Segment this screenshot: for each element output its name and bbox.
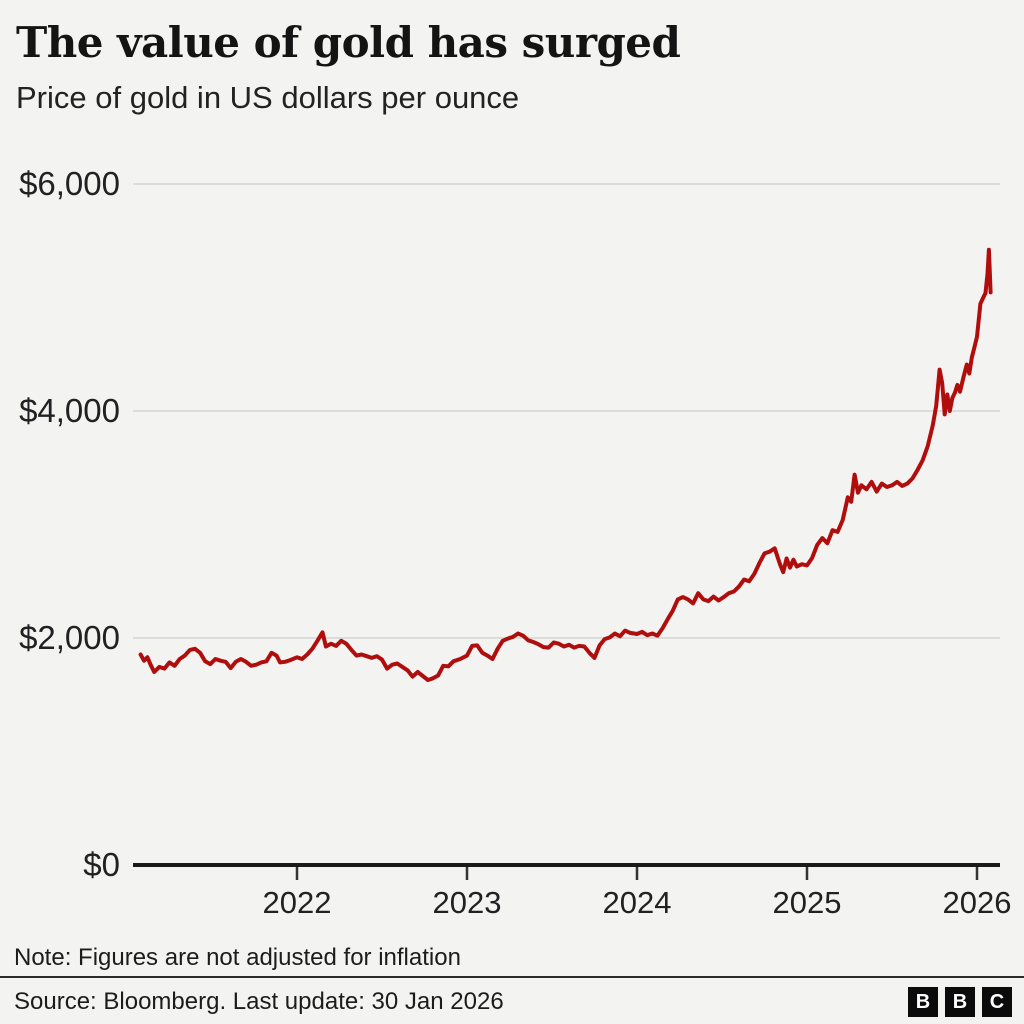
chart-title: The value of gold has surged	[16, 18, 681, 67]
y-tick-label-2000: $2,000	[19, 619, 120, 656]
bbc-logo-block-b2: B	[945, 987, 975, 1017]
x-tick-label-2025: 2025	[772, 885, 842, 920]
y-tick-label-6000: $6,000	[19, 165, 120, 202]
chart-subtitle: Price of gold in US dollars per ounce	[16, 80, 520, 115]
source-line: Source: Bloomberg. Last update: 30 Jan 2…	[14, 988, 504, 1015]
y-tick-label-0: $0	[83, 846, 120, 883]
x-tick-label-2022: 2022	[262, 885, 332, 920]
bbc-logo-block-c: C	[982, 987, 1012, 1017]
bbc-logo-block-b1: B	[908, 987, 938, 1017]
series-line-gold-price	[138, 247, 993, 682]
footer-divider	[0, 976, 1024, 978]
x-tick-label-2026: 2026	[942, 885, 1012, 920]
bbc-logo: B B C	[908, 987, 1012, 1017]
footnote: Note: Figures are not adjusted for infla…	[14, 944, 461, 971]
x-tick-label-2024: 2024	[602, 885, 672, 920]
x-tick-label-2023: 2023	[432, 885, 502, 920]
y-tick-label-4000: $4,000	[19, 392, 120, 429]
